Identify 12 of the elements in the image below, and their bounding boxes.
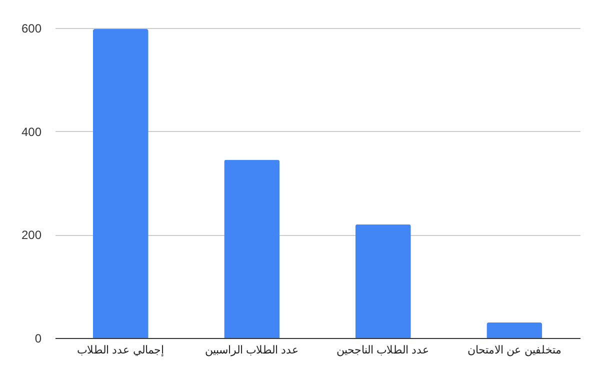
bar: [92, 29, 148, 338]
x-tick-label: متخلفين عن الامتحان: [467, 344, 562, 356]
y-tick-label: 600: [21, 22, 42, 36]
y-tick-label: 200: [21, 228, 42, 242]
x-tick-label: عدد الطلاب الناجحين: [336, 344, 430, 356]
x-tick-label: عدد الطلاب الراسبين: [204, 344, 299, 356]
x-tick-label: إجمالي عدد الطلاب: [77, 344, 164, 356]
y-tick-label: 0: [34, 332, 42, 346]
bar: [355, 224, 411, 338]
bar: [486, 322, 542, 338]
bar: [224, 160, 280, 338]
y-tick-label: 400: [21, 124, 42, 139]
